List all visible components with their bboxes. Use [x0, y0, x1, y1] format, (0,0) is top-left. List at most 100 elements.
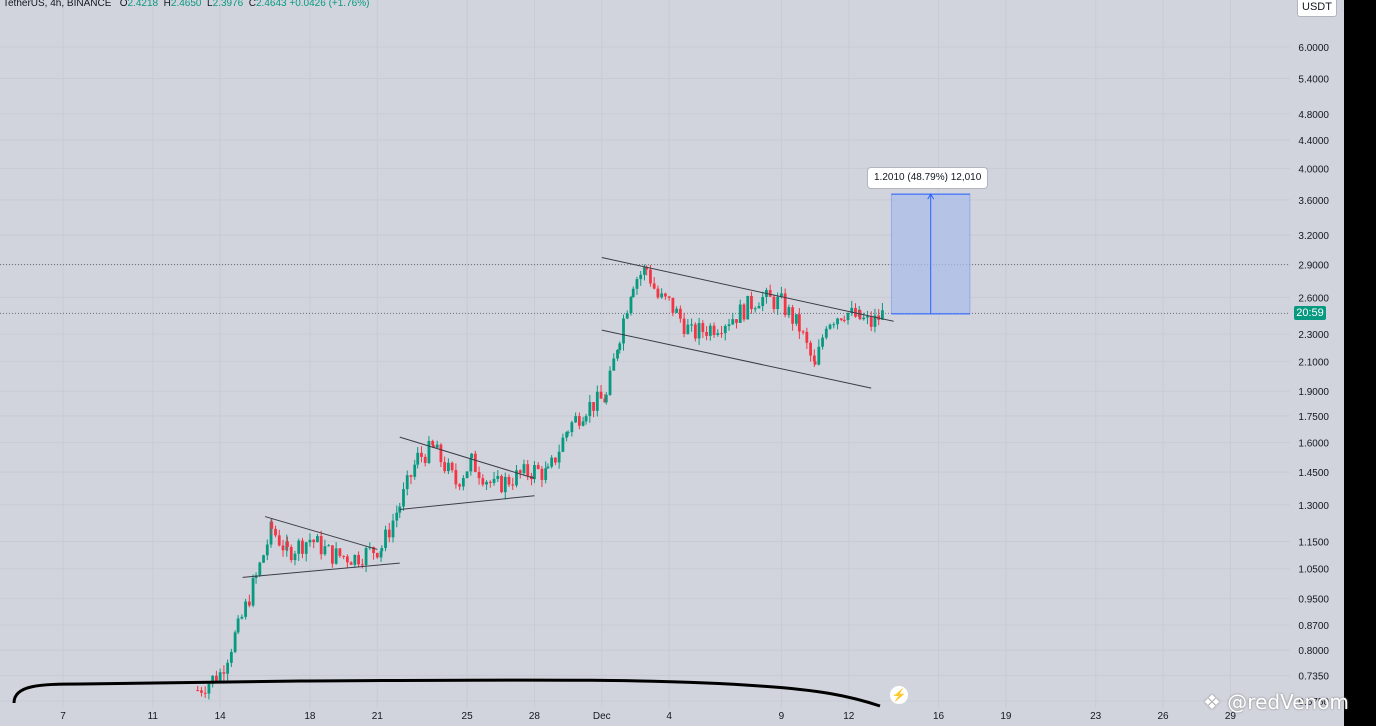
measure-label: 1.2010 (48.79%) 12,010 [867, 167, 989, 189]
price-tick-label: 2.3000 [1298, 330, 1329, 341]
candle-body [461, 478, 465, 487]
candle-body [746, 295, 750, 320]
symbol-label[interactable]: TetherUS, 4h, BINANCE [3, 0, 112, 9]
date-tick-label: 9 [779, 711, 785, 722]
candle-body [836, 318, 839, 325]
candle-body [566, 432, 570, 434]
candle-body [244, 601, 247, 617]
candle-body [664, 293, 667, 297]
candle-body [342, 555, 346, 557]
trendline-channel-lower[interactable] [601, 329, 872, 389]
date-tick-label: 7 [60, 711, 66, 722]
date-tick-label: 16 [933, 711, 945, 722]
candle-body [612, 358, 616, 371]
currency-unit-button[interactable]: USDT [1297, 0, 1337, 17]
price-axis[interactable] [1290, 0, 1344, 726]
candle-body [557, 451, 561, 463]
candle-body [226, 662, 230, 674]
candle-body [380, 548, 384, 552]
candle-body [379, 551, 383, 558]
candle-body [652, 283, 656, 289]
price-tick-label: 1.1500 [1298, 538, 1329, 549]
trendline-flag-lower[interactable] [399, 495, 535, 510]
candle-body [697, 323, 701, 339]
candle-body [797, 314, 801, 332]
candle-body [618, 343, 622, 350]
candle-body [233, 632, 237, 652]
candle-body [391, 520, 395, 538]
plot-area[interactable] [0, 0, 1290, 710]
candle-body [708, 325, 712, 336]
candle-body [809, 342, 812, 356]
candles [196, 264, 884, 700]
trendlines[interactable] [242, 257, 894, 578]
date-tick-label: 4 [666, 711, 672, 722]
price-tick-label: 0.9500 [1298, 595, 1329, 606]
candle-body [693, 324, 697, 339]
candle-body [616, 349, 619, 359]
price-tick-label: 1.6000 [1298, 439, 1329, 450]
candle-body [794, 314, 798, 324]
candle-body [503, 476, 507, 493]
date-tick-label: 11 [148, 711, 159, 722]
candle-body [821, 337, 824, 347]
candle-body [372, 547, 375, 554]
candle-body [331, 545, 334, 564]
candle-body [416, 452, 420, 465]
candle-body [304, 542, 308, 554]
candle-body [215, 675, 218, 682]
trendline-channel-upper[interactable] [601, 257, 894, 322]
candle-body [439, 444, 443, 463]
candle-body [812, 355, 816, 362]
price-tick-labels: 6.0000 5.4000 4.8000 4.4000 4.0000 3.6000 3.20… [1298, 43, 1329, 708]
trendline-pennant-lower[interactable] [242, 562, 400, 578]
measure-tool[interactable] [890, 193, 971, 315]
candle-body [649, 269, 652, 284]
candle-body [465, 471, 469, 479]
trendline-flag-upper[interactable] [399, 436, 535, 479]
date-tick-label: 14 [215, 711, 227, 722]
price-tick-label: 2.9000 [1298, 261, 1329, 272]
candle-body [262, 555, 265, 563]
candle-body [565, 432, 569, 438]
symbol-header: TetherUS, 4h, BINANCE O2.4218 H2.4650 L2… [3, 0, 369, 9]
lightning-icon[interactable]: ⚡ [889, 685, 909, 705]
candle-body [561, 437, 565, 452]
indicator-curve [12, 678, 881, 708]
candle-body [645, 267, 649, 270]
price-tick-label: 1.7500 [1298, 412, 1329, 423]
candle-body [842, 319, 846, 321]
candle-body [639, 274, 643, 280]
candle-body [682, 318, 686, 335]
candle-body [761, 296, 765, 306]
price-tick-label: 4.8000 [1298, 110, 1329, 121]
candle-body [671, 297, 675, 313]
candle-body [631, 288, 635, 297]
candle-body [686, 324, 690, 335]
candle-body [405, 475, 409, 490]
date-tick-label: 26 [1157, 711, 1169, 722]
candle-body [431, 440, 435, 446]
candle-body [515, 470, 518, 486]
candle-body [727, 324, 731, 327]
candle-body [625, 313, 629, 319]
candle-body [353, 554, 357, 565]
candle-body [839, 318, 843, 320]
watermark-text: @redVenom [1227, 690, 1349, 714]
candle-body [345, 556, 349, 563]
candle-body [312, 539, 316, 543]
trendline-pennant-upper[interactable] [264, 516, 378, 550]
date-tick-label: 12 [843, 711, 855, 722]
candle-body [533, 465, 536, 480]
price-tick-label: 2.1000 [1298, 357, 1329, 368]
candle-body [308, 539, 312, 543]
candle-body [592, 402, 595, 411]
candle-body [496, 475, 500, 479]
candle-body [738, 304, 742, 323]
candle-body [705, 331, 708, 336]
candle-body [297, 540, 301, 554]
candle-body [477, 471, 481, 479]
candle-body [511, 484, 515, 486]
candle-body [398, 506, 402, 513]
